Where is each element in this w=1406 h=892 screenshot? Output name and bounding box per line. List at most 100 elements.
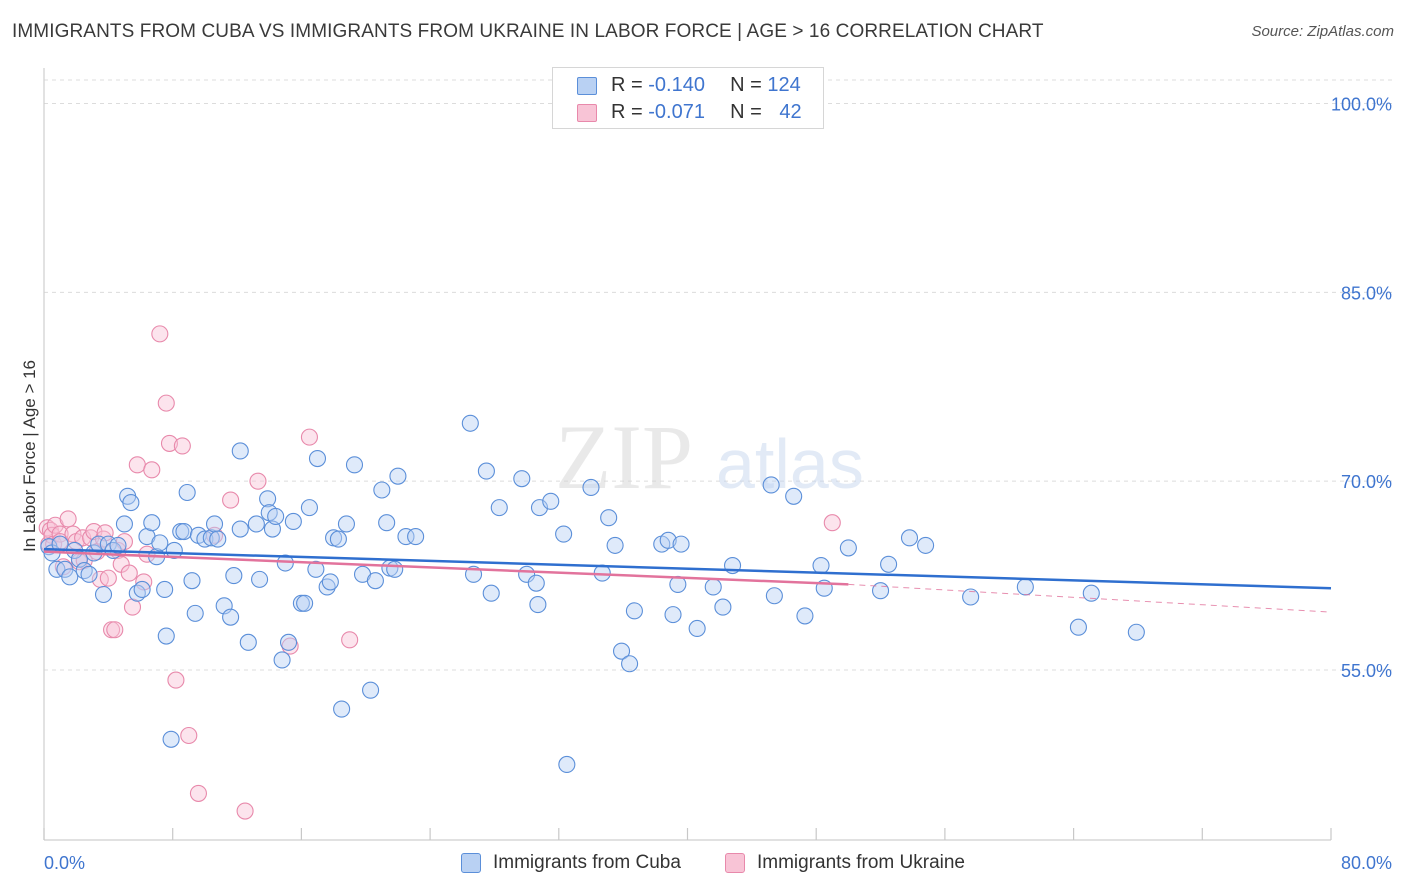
r-label: R = — [611, 101, 643, 123]
cuba-point — [612, 642, 631, 660]
n-value-cuba: 124 — [767, 74, 801, 96]
cuba-point — [558, 755, 576, 774]
watermark-zip: ZIP — [555, 406, 693, 508]
ukraine-point — [120, 564, 138, 582]
ukraine-point — [160, 434, 179, 452]
cuba-point — [115, 515, 133, 533]
ukraine-point — [173, 437, 191, 455]
n-label: N = — [730, 101, 762, 123]
cuba-point — [389, 467, 407, 485]
cuba-points — [40, 414, 1145, 774]
cuba-point — [1016, 578, 1034, 596]
cuba-point — [122, 494, 140, 512]
cuba-point — [386, 560, 404, 578]
cuba-point — [762, 476, 780, 494]
chart-title: IMMIGRANTS FROM CUBA VS IMMIGRANTS FROM … — [12, 21, 1044, 42]
stats-legend: R = -0.140 N = 124 R = -0.071 N = 42 — [552, 67, 824, 129]
cuba-point — [279, 633, 298, 651]
cuba-point — [362, 681, 380, 699]
ukraine-point — [138, 545, 156, 563]
y-tick-label: 70.0% — [1341, 472, 1392, 492]
ukraine-point — [189, 784, 207, 802]
legend-label-ukraine: Immigrants from Ukraine — [757, 852, 965, 873]
cuba-point — [308, 449, 327, 468]
ukraine-point — [180, 726, 198, 745]
ukraine-trend-line — [43, 550, 849, 586]
cuba-point — [162, 730, 180, 748]
cuba-point — [1127, 623, 1145, 641]
cuba-point — [688, 619, 706, 638]
cuba-point — [222, 608, 240, 626]
ukraine-point — [106, 621, 124, 639]
cuba-point — [251, 570, 269, 588]
cuba-point — [273, 651, 291, 669]
cuba-point — [917, 536, 935, 554]
cuba-point — [477, 462, 495, 480]
watermark-atlas: atlas — [716, 425, 864, 503]
cuba-point — [704, 578, 722, 596]
cuba-point — [542, 492, 560, 510]
ukraine-points — [38, 325, 841, 820]
cuba-point — [621, 655, 639, 673]
cuba-point — [490, 499, 508, 517]
cuba-point — [263, 520, 281, 538]
cuba-point — [231, 520, 249, 538]
cuba-point — [333, 700, 351, 718]
cuba-point — [231, 442, 249, 460]
cuba-point — [61, 568, 79, 586]
watermark: ZIP atlas — [555, 406, 864, 508]
cuba-point — [196, 530, 214, 548]
cuba-point — [151, 534, 169, 552]
x-tick-label-max: 80.0% — [1341, 853, 1392, 873]
cuba-point — [284, 512, 302, 531]
ukraine-point — [222, 491, 240, 509]
trend-lines — [43, 547, 1332, 613]
cuba-point — [659, 531, 677, 549]
ukraine-trend-extension — [848, 583, 1332, 613]
ukraine-swatch — [577, 104, 597, 122]
cuba-point — [962, 588, 980, 606]
cuba-point — [259, 490, 277, 508]
cuba-point — [267, 507, 285, 525]
cuba-point — [606, 536, 624, 554]
cuba-trend-line — [43, 547, 1332, 590]
cuba-point — [202, 529, 220, 547]
ukraine-swatch — [725, 853, 745, 873]
cuba-point — [94, 585, 113, 604]
cuba-point — [373, 481, 391, 499]
source-credit: Source: ZipAtlas.com — [1251, 23, 1394, 40]
cuba-point — [157, 627, 175, 645]
cuba-point — [812, 556, 830, 575]
cuba-point — [143, 514, 161, 532]
cuba-point — [397, 528, 415, 546]
ukraine-point — [128, 456, 146, 474]
y-tick-label: 100.0% — [1331, 94, 1392, 114]
cuba-point — [337, 515, 355, 533]
cuba-point — [178, 483, 196, 502]
ukraine-point — [167, 671, 185, 689]
cuba-point — [839, 539, 857, 557]
cuba-point — [205, 515, 224, 533]
cuba-point — [318, 578, 336, 596]
cuba-point — [880, 555, 898, 573]
x-tick-label-min: 0.0% — [44, 853, 85, 873]
cuba-point — [345, 456, 364, 474]
y-tick-label: 85.0% — [1341, 283, 1392, 303]
cuba-swatch — [577, 77, 597, 95]
ukraine-point — [59, 510, 77, 528]
cuba-point — [300, 499, 318, 517]
cuba-point — [90, 535, 108, 553]
cuba-point — [582, 478, 600, 497]
cuba-point — [175, 522, 193, 541]
cuba-point — [555, 525, 573, 543]
cuba-point — [513, 470, 531, 488]
tick-labels: 55.0% 70.0% 85.0% 100.0% 0.0% 80.0% — [44, 94, 1392, 873]
cuba-point — [156, 580, 174, 599]
cuba-point — [186, 604, 204, 622]
cuba-point — [796, 607, 814, 625]
cuba-point — [407, 528, 425, 546]
ukraine-point — [99, 569, 117, 587]
ukraine-point — [157, 394, 175, 412]
ukraine-point — [236, 802, 254, 820]
ukraine-point — [300, 428, 318, 446]
